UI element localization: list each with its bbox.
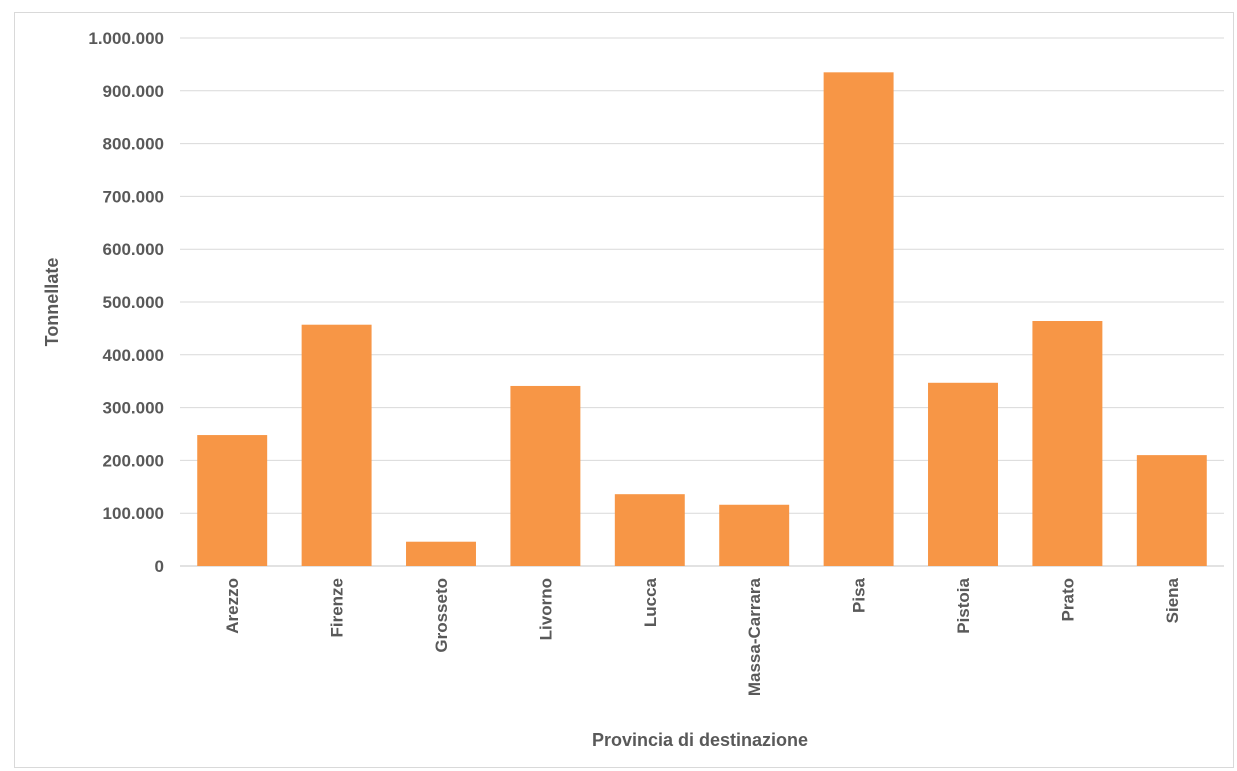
x-tick-label: Siena [1163,577,1182,623]
y-tick-label: 500.000 [103,293,164,312]
x-tick-labels: Arezzo Firenze Grosseto Livorno Lucca Massa-C… [223,577,1182,696]
x-tick-label: Lucca [641,577,660,627]
bar-prato [1032,321,1103,566]
y-tick-label: 800.000 [103,135,164,154]
bar-arezzo [197,435,268,566]
bar-livorno [510,385,581,566]
y-tick-label: 100.000 [103,504,164,523]
x-tick-label: Grosseto [432,578,451,653]
y-tick-label: 700.000 [103,187,164,206]
y-tick-label: 200.000 [103,451,164,470]
bars [197,72,1207,566]
bar-grosseto [406,541,476,566]
y-tick-label: 600.000 [103,240,164,259]
bar-lucca [614,494,685,566]
y-tick-labels: 0 100.000 200.000 300.000 400.000 500.000 600.… [88,29,164,576]
y-tick-label: 900.000 [103,82,164,101]
x-tick-label: Livorno [536,578,555,640]
x-tick-label: Firenze [328,578,347,638]
bar-siena [1136,455,1207,566]
y-tick-label: 1.000.000 [88,29,164,48]
bar-pisa [823,72,894,566]
x-tick-label: Pistoia [954,577,973,633]
y-tick-label: 0 [155,557,164,576]
bar-firenze [301,324,372,566]
bar-massa-carrara [719,504,790,566]
x-tick-label: Arezzo [223,578,242,634]
y-axis-title: Tonnellate [42,258,62,347]
y-tick-label: 400.000 [103,346,164,365]
y-tick-label: 300.000 [103,399,164,418]
x-tick-label: Pisa [850,577,869,613]
chart-frame [14,12,1234,768]
bar-pistoia [928,382,998,566]
x-tick-label: Massa-Carrara [745,577,764,696]
x-tick-label: Prato [1058,578,1077,621]
x-axis-title: Provincia di destinazione [592,730,808,750]
